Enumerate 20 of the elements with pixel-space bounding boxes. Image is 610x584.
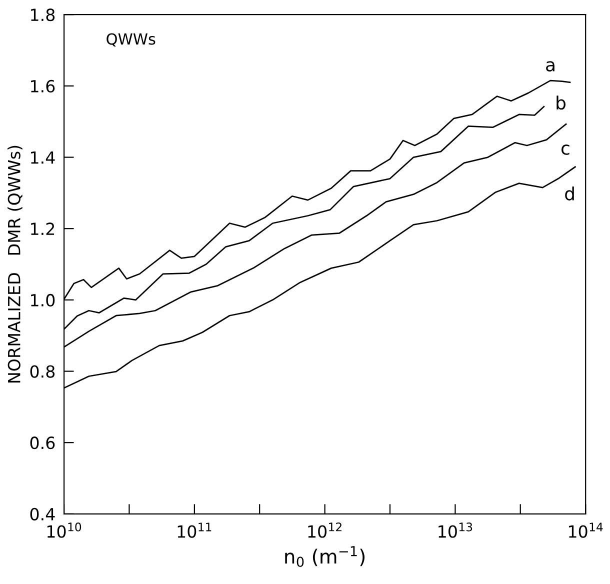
series-label: b: [556, 96, 566, 110]
y-tick-label: 1.6: [31, 80, 55, 92]
y-tick-label: 1.0: [31, 294, 55, 306]
x-axis-title: n$_{0}$ (m$^{−1}$): [285, 546, 365, 567]
y-tick-label: 0.4: [30, 508, 55, 520]
series-label: d: [565, 186, 574, 200]
annotation: QWWs: [106, 33, 156, 47]
y-tick-label: 0.6: [30, 436, 55, 450]
series-label: c: [561, 144, 570, 155]
x-tick-label: 10$^{11}$: [178, 522, 212, 538]
x-tick-label: 10$^{12}$: [308, 522, 342, 538]
y-tick-label: 0.8: [30, 365, 55, 378]
x-tick-label: 10$^{10}$: [47, 522, 82, 538]
y-tick-label: 1.4: [31, 151, 55, 164]
y-axis-title: NORMALIZED DMR (QWWs): [8, 146, 22, 382]
x-tick-label: 10$^{14}$: [569, 522, 603, 538]
y-tick-label: 1.2: [31, 222, 54, 235]
y-tick-label: 1.8: [31, 8, 55, 22]
x-tick-label: 10$^{13}$: [438, 522, 472, 538]
series-label: a: [546, 61, 554, 72]
